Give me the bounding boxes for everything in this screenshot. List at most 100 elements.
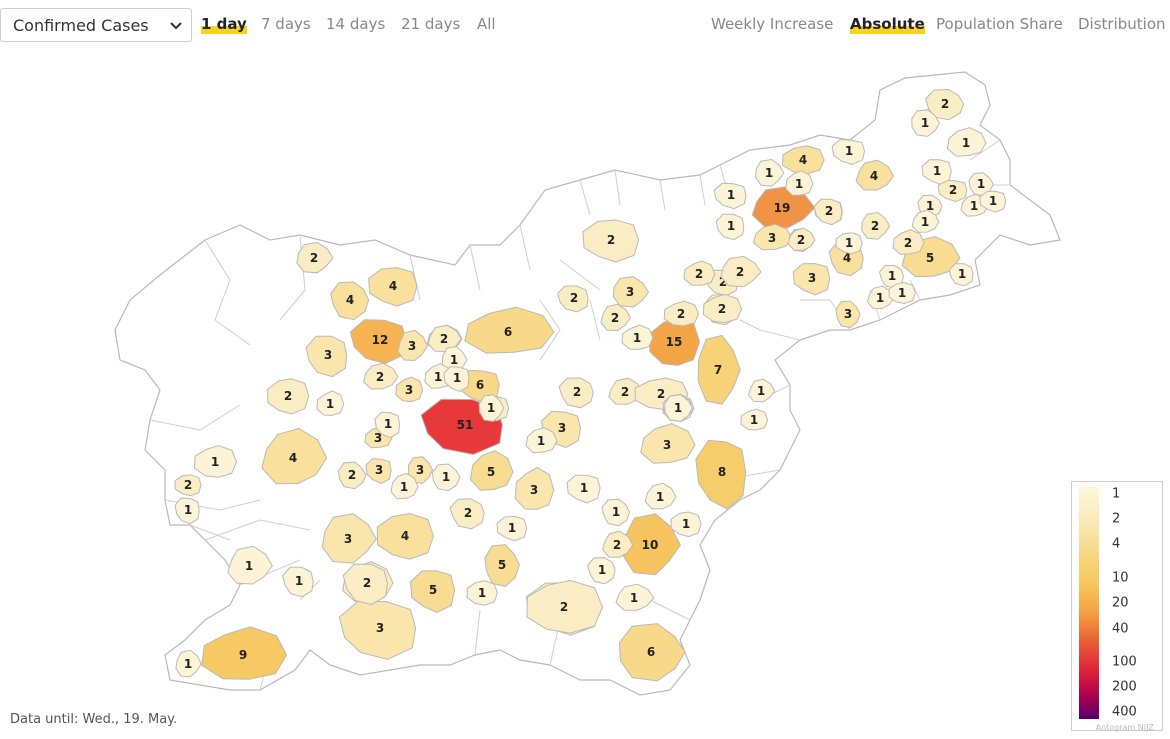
municipality[interactable]: 1 [431, 463, 461, 492]
municipality[interactable]: 2 [937, 179, 968, 203]
municipality[interactable]: 1 [193, 445, 238, 478]
metric-select[interactable]: Confirmed Cases [0, 8, 192, 42]
tab-population-share[interactable]: Population Share [936, 12, 1063, 36]
municipality[interactable]: 1 [525, 426, 558, 454]
municipality[interactable]: 12 [349, 319, 407, 365]
tab-weekly-increase[interactable]: Weekly Increase [711, 12, 833, 36]
municipality[interactable]: 5 [469, 450, 514, 491]
municipality[interactable]: 1 [713, 182, 747, 210]
municipality[interactable]: 1 [911, 209, 940, 233]
municipality[interactable]: 3 [514, 466, 555, 510]
municipality[interactable]: 2 [813, 198, 843, 226]
municipality[interactable]: 1 [911, 109, 941, 137]
municipality[interactable]: 3 [321, 513, 378, 564]
municipality[interactable]: 2 [602, 530, 634, 558]
municipality[interactable]: 2 [861, 211, 891, 240]
tab-1-day[interactable]: 1 day [201, 12, 247, 36]
municipality[interactable]: 4 [782, 145, 825, 175]
municipality[interactable]: 4 [376, 512, 434, 560]
municipality[interactable]: 1 [755, 158, 785, 187]
municipality[interactable]: 2 [342, 563, 388, 606]
tab-absolute[interactable]: Absolute [850, 12, 925, 36]
tab-21-days[interactable]: 21 days [401, 12, 460, 36]
municipality[interactable]: 2 [663, 300, 700, 327]
municipality[interactable]: 1 [282, 566, 314, 598]
municipality[interactable]: 1 [174, 497, 200, 525]
municipality[interactable]: 1 [443, 366, 470, 392]
municipality[interactable]: 2 [720, 255, 762, 288]
municipality[interactable]: 1 [587, 557, 616, 585]
municipality[interactable]: 1 [715, 213, 745, 241]
municipality[interactable]: 1 [496, 515, 528, 542]
municipality[interactable]: 1 [740, 408, 769, 431]
municipality[interactable]: 4 [330, 281, 370, 321]
municipality[interactable]: 1 [921, 159, 952, 185]
municipality[interactable]: 1 [621, 324, 654, 350]
tab-14-days[interactable]: 14 days [326, 12, 385, 36]
municipality[interactable]: 2 [362, 362, 399, 390]
municipality[interactable]: 4 [855, 159, 895, 191]
municipality[interactable]: 1 [615, 583, 655, 611]
tab-7-days[interactable]: 7 days [261, 12, 311, 36]
municipality[interactable]: 3 [835, 300, 861, 329]
municipality[interactable]: 4 [261, 427, 328, 485]
municipality[interactable]: 2 [526, 579, 604, 634]
municipality[interactable]: 2 [267, 378, 310, 415]
municipality[interactable]: 1 [866, 285, 895, 310]
municipality[interactable]: 6 [618, 623, 686, 682]
municipality[interactable]: 1 [835, 232, 863, 255]
municipality[interactable]: 1 [644, 482, 677, 510]
municipality[interactable]: 3 [338, 600, 417, 660]
municipality[interactable]: 4 [368, 267, 418, 307]
municipality[interactable]: 2 [608, 377, 644, 405]
municipality[interactable]: 1 [566, 474, 601, 504]
municipality[interactable]: 1 [390, 472, 419, 500]
municipality[interactable]: 1 [374, 411, 401, 439]
municipality[interactable]: 3 [305, 335, 348, 378]
municipality[interactable]: 1 [466, 580, 498, 606]
municipality[interactable]: 2 [925, 88, 965, 121]
municipality[interactable]: 1 [831, 138, 866, 165]
municipality[interactable]: 3 [640, 423, 696, 464]
tab-distribution[interactable]: Distribution [1078, 12, 1166, 36]
municipality[interactable]: 1 [946, 127, 987, 157]
municipality[interactable]: 3 [397, 329, 429, 362]
municipality[interactable]: 3 [365, 458, 392, 484]
municipality[interactable]: 1 [748, 378, 776, 403]
municipality[interactable]: 2 [787, 227, 816, 251]
municipality[interactable]: 5 [484, 544, 520, 587]
municipality[interactable]: 3 [792, 262, 831, 296]
municipality[interactable]: 1 [670, 511, 702, 538]
municipality[interactable]: 2 [449, 498, 485, 530]
municipality[interactable]: 2 [337, 461, 367, 490]
municipality[interactable]: 2 [702, 293, 743, 324]
tab-all[interactable]: All [477, 12, 496, 36]
municipality[interactable]: 7 [697, 334, 741, 405]
municipality[interactable]: 3 [407, 456, 434, 485]
municipality[interactable]: 2 [558, 377, 594, 409]
municipality[interactable]: 1 [175, 649, 202, 678]
municipality[interactable]: 1 [478, 394, 505, 422]
municipality[interactable]: 3 [395, 376, 424, 403]
municipality[interactable]: 5 [409, 570, 456, 614]
municipality[interactable]: 2 [174, 474, 202, 497]
municipality[interactable]: 8 [695, 439, 747, 510]
municipality[interactable]: 1 [948, 263, 974, 287]
municipality[interactable]: 1 [227, 545, 273, 585]
municipality[interactable]: 1 [601, 498, 631, 527]
municipality[interactable]: 1 [888, 281, 916, 305]
municipality[interactable]: 2 [892, 229, 925, 255]
municipality[interactable]: 2 [683, 260, 716, 286]
municipality[interactable]: 2 [557, 285, 589, 313]
municipality[interactable]: 9 [201, 626, 288, 680]
municipality[interactable]: 1 [664, 394, 694, 422]
municipality[interactable]: 3 [752, 223, 793, 251]
municipality[interactable]: 1 [316, 390, 345, 416]
municipality[interactable]: 6 [464, 306, 555, 354]
municipality[interactable]: 1 [979, 190, 1007, 213]
municipality[interactable]: 3 [612, 276, 650, 308]
municipality[interactable]: 2 [600, 303, 632, 332]
municipality[interactable]: 2 [296, 241, 334, 274]
municipality[interactable]: 1 [785, 170, 814, 196]
municipality[interactable]: 2 [582, 219, 640, 263]
